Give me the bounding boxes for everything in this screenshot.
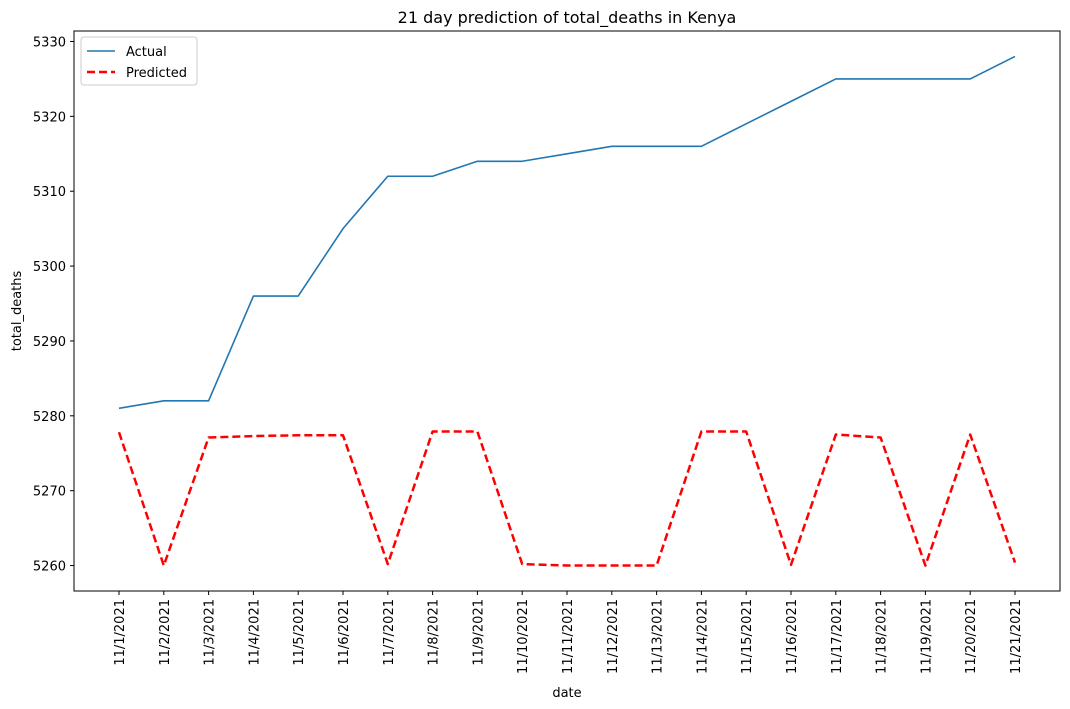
- x-tick-label: 11/11/2021: [561, 599, 576, 674]
- y-tick-label: 5310: [33, 185, 66, 200]
- y-tick-label: 5260: [33, 560, 66, 575]
- x-axis: 11/1/2021 11/2/2021 11/3/2021 11/4/2021 11/5…: [113, 591, 1024, 674]
- x-tick-label: 11/2/2021: [158, 599, 173, 666]
- x-tick-label: 11/16/2021: [785, 599, 800, 674]
- y-tick-label: 5270: [33, 485, 66, 500]
- x-tick-label: 11/7/2021: [382, 599, 397, 666]
- x-tick-label: 11/9/2021: [471, 599, 486, 666]
- x-tick-label: 11/20/2021: [964, 599, 979, 674]
- series-line-predicted: [117, 430, 1017, 567]
- x-tick-label: 11/8/2021: [427, 599, 442, 666]
- legend: Actual Predicted: [80, 36, 198, 86]
- series-layer: [117, 55, 1017, 567]
- x-tick-label: 11/14/2021: [695, 599, 710, 674]
- x-tick-label: 11/12/2021: [606, 599, 621, 674]
- legend-label-actual: Actual: [126, 45, 167, 60]
- y-axis-label: total_deaths: [10, 271, 25, 352]
- x-axis-label: date: [552, 686, 581, 701]
- x-tick-label: 11/21/2021: [1009, 599, 1024, 674]
- x-tick-label: 11/17/2021: [830, 599, 845, 674]
- legend-label-predicted: Predicted: [126, 66, 187, 81]
- series-line-actual: [118, 55, 1016, 410]
- x-tick-label: 11/6/2021: [337, 599, 352, 666]
- x-tick-label: 11/10/2021: [516, 599, 531, 674]
- y-axis: 5260 5270 5280 5290 5300 5310 5320 5330: [33, 35, 74, 575]
- y-tick-label: 5300: [33, 260, 66, 275]
- x-tick-label: 11/4/2021: [247, 599, 262, 666]
- x-tick-label: 11/15/2021: [740, 599, 755, 674]
- y-tick-label: 5330: [33, 35, 66, 50]
- y-tick-label: 5290: [33, 335, 66, 350]
- x-tick-label: 11/19/2021: [919, 599, 934, 674]
- y-tick-label: 5280: [33, 410, 66, 425]
- x-tick-label: 11/1/2021: [113, 599, 128, 666]
- x-tick-label: 11/5/2021: [292, 599, 307, 666]
- y-tick-label: 5320: [33, 110, 66, 125]
- x-tick-label: 11/3/2021: [203, 599, 218, 666]
- chart-title: 21 day prediction of total_deaths in Ken…: [398, 8, 737, 28]
- x-tick-label: 11/18/2021: [875, 599, 890, 674]
- plot-area: [73, 30, 1061, 592]
- legend-box: [80, 36, 198, 86]
- x-tick-label: 11/13/2021: [651, 599, 666, 674]
